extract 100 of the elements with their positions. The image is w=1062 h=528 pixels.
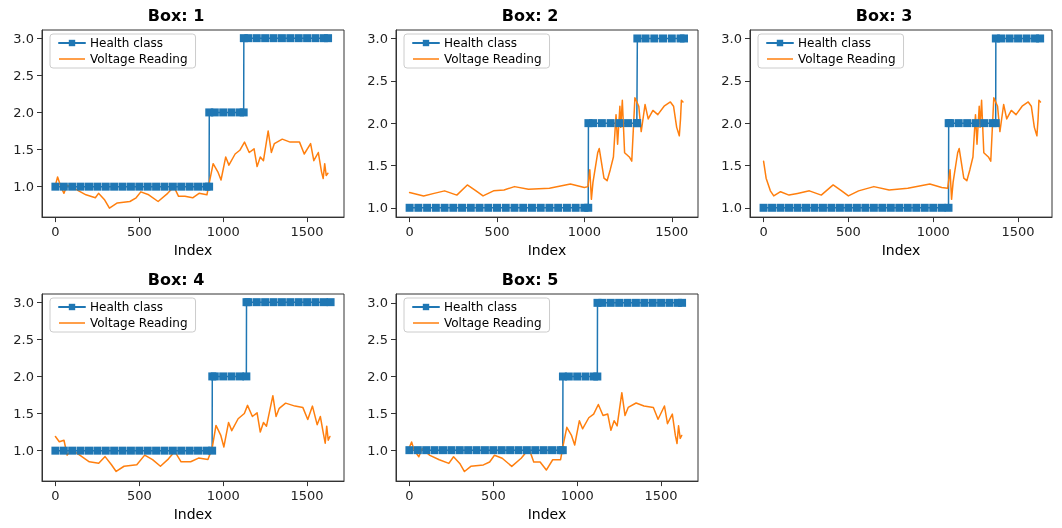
point [440, 203, 449, 212]
point [886, 203, 895, 212]
point [571, 203, 580, 212]
chart-title: Box: 2 [501, 5, 559, 25]
point [997, 34, 1006, 43]
point [405, 203, 414, 212]
point [261, 298, 270, 307]
point [294, 298, 303, 307]
point [438, 446, 447, 455]
chart-title: Box: 1 [147, 5, 205, 25]
point [489, 446, 498, 455]
point [118, 182, 127, 191]
y-tick-label: 1.0 [13, 179, 34, 195]
point [878, 203, 887, 212]
x-tick-label: 500 [835, 224, 861, 240]
point [912, 203, 921, 212]
point [776, 203, 785, 212]
y-tick-label: 2.0 [13, 368, 34, 384]
line-series [762, 96, 1042, 201]
y-tick-label: 3.0 [13, 30, 34, 46]
y-tick-label: 2.0 [721, 115, 742, 131]
point [545, 203, 554, 212]
point [514, 446, 523, 455]
legend-label: Voltage Reading [90, 316, 188, 330]
point [294, 34, 303, 43]
point [269, 298, 278, 307]
legend-label: Health class [444, 36, 518, 50]
point [160, 182, 169, 191]
chart-title: Box: 3 [855, 5, 913, 25]
point [539, 446, 548, 455]
x-tick-label: 0 [51, 224, 60, 240]
point [598, 298, 607, 307]
point [227, 372, 236, 381]
point [219, 372, 228, 381]
point [177, 446, 186, 455]
x-tick-label: 1500 [290, 488, 324, 504]
point [680, 34, 689, 43]
x-tick-label: 0 [51, 488, 60, 504]
point [449, 203, 458, 212]
point [210, 108, 219, 117]
point [464, 446, 473, 455]
x-tick-label: 1000 [560, 488, 594, 504]
y-tick-label: 3.0 [13, 294, 34, 310]
point [615, 298, 624, 307]
point [597, 119, 606, 128]
y-tick-label: 3.0 [367, 30, 388, 46]
point [252, 34, 261, 43]
point [573, 372, 582, 381]
line-series [54, 394, 331, 473]
x-tick-label: 500 [480, 488, 506, 504]
legend-label: Voltage Reading [444, 52, 542, 66]
point [143, 182, 152, 191]
point [430, 446, 439, 455]
point [844, 203, 853, 212]
point [326, 298, 335, 307]
y-tick-label: 1.0 [367, 200, 388, 216]
point [472, 446, 481, 455]
x-tick-label: 1500 [1001, 224, 1035, 240]
point [261, 34, 270, 43]
point [641, 34, 650, 43]
point [466, 203, 475, 212]
point [324, 34, 333, 43]
point [852, 203, 861, 212]
y-tick-label: 1.0 [13, 443, 34, 459]
point [564, 372, 573, 381]
y-tick-label: 1.5 [13, 406, 34, 422]
point [581, 372, 590, 381]
point [584, 203, 593, 212]
point [51, 446, 60, 455]
point [869, 203, 878, 212]
point [980, 119, 989, 128]
point [650, 34, 659, 43]
point [497, 446, 506, 455]
point [640, 298, 649, 307]
legend-label: Health class [90, 300, 164, 314]
point [903, 203, 912, 212]
point [126, 446, 135, 455]
point [194, 182, 203, 191]
y-tick-label: 2.5 [367, 332, 388, 348]
point [93, 182, 102, 191]
point [929, 203, 938, 212]
point [801, 203, 810, 212]
point [623, 298, 632, 307]
y-tick-label: 1.5 [367, 405, 388, 421]
legend-label: Voltage Reading [90, 52, 188, 66]
point [633, 34, 642, 43]
point [118, 446, 127, 455]
y-tick-label: 2.0 [13, 104, 34, 120]
point [422, 446, 431, 455]
point [303, 298, 312, 307]
y-tick-label: 1.5 [721, 157, 742, 173]
point [659, 34, 668, 43]
x-tick-label: 1000 [206, 488, 240, 504]
point [239, 108, 248, 117]
x-tick-label: 0 [405, 488, 414, 504]
point [59, 446, 68, 455]
y-tick-label: 2.0 [367, 369, 388, 384]
point [1005, 34, 1014, 43]
point [963, 119, 972, 128]
x-tick-label: 1500 [290, 224, 324, 240]
